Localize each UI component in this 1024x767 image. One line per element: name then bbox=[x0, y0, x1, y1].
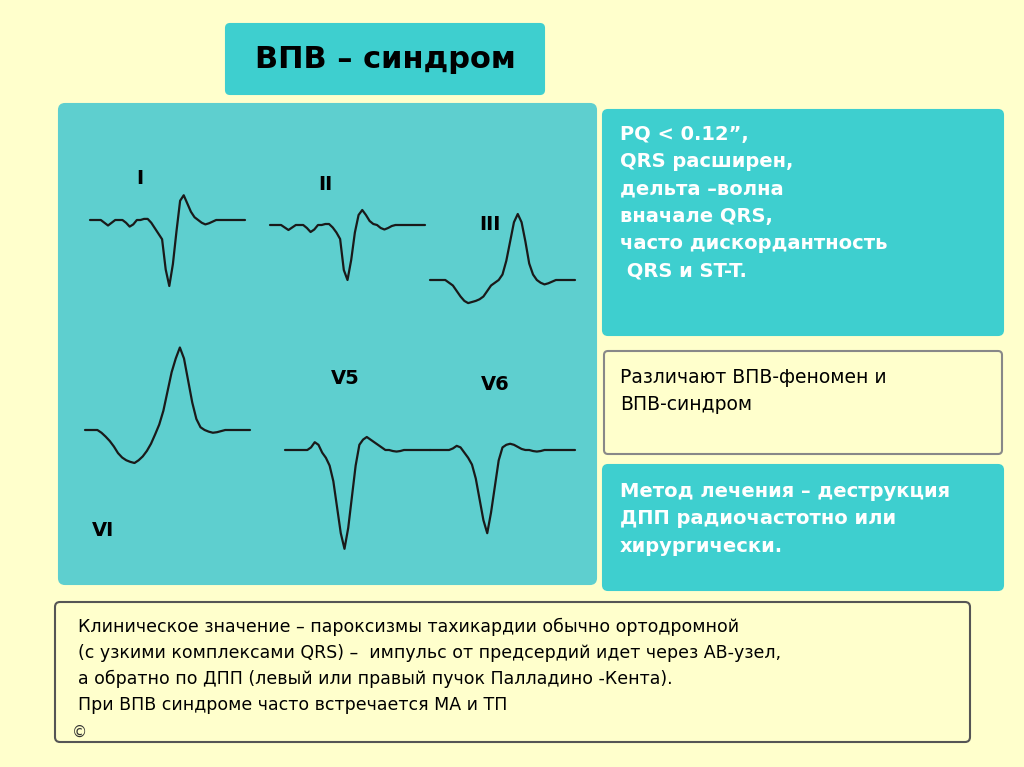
FancyBboxPatch shape bbox=[55, 602, 970, 742]
FancyBboxPatch shape bbox=[226, 24, 544, 94]
Text: Клиническое значение – пароксизмы тахикардии обычно ортодромной
(с узкими компле: Клиническое значение – пароксизмы тахика… bbox=[78, 618, 781, 714]
Text: PQ < 0.12”,
QRS расширен,
дельта –волна
вначале QRS,
часто дискордантность
 QRS : PQ < 0.12”, QRS расширен, дельта –волна … bbox=[620, 125, 888, 280]
Text: Метод лечения – деструкция
ДПП радиочастотно или
хирургически.: Метод лечения – деструкция ДПП радиочаст… bbox=[620, 482, 950, 555]
Text: I: I bbox=[136, 169, 143, 187]
Text: ВПВ – синдром: ВПВ – синдром bbox=[255, 44, 515, 74]
Text: III: III bbox=[479, 216, 501, 235]
Text: V6: V6 bbox=[480, 376, 509, 394]
FancyBboxPatch shape bbox=[603, 110, 1002, 335]
Text: Различают ВПВ-феномен и
ВПВ-синдром: Различают ВПВ-феномен и ВПВ-синдром bbox=[620, 368, 887, 413]
Text: II: II bbox=[317, 176, 332, 195]
Text: ©: © bbox=[72, 725, 87, 740]
FancyBboxPatch shape bbox=[604, 351, 1002, 454]
Text: VI: VI bbox=[92, 521, 114, 539]
FancyBboxPatch shape bbox=[59, 104, 596, 584]
FancyBboxPatch shape bbox=[603, 465, 1002, 590]
Text: V5: V5 bbox=[331, 368, 359, 387]
